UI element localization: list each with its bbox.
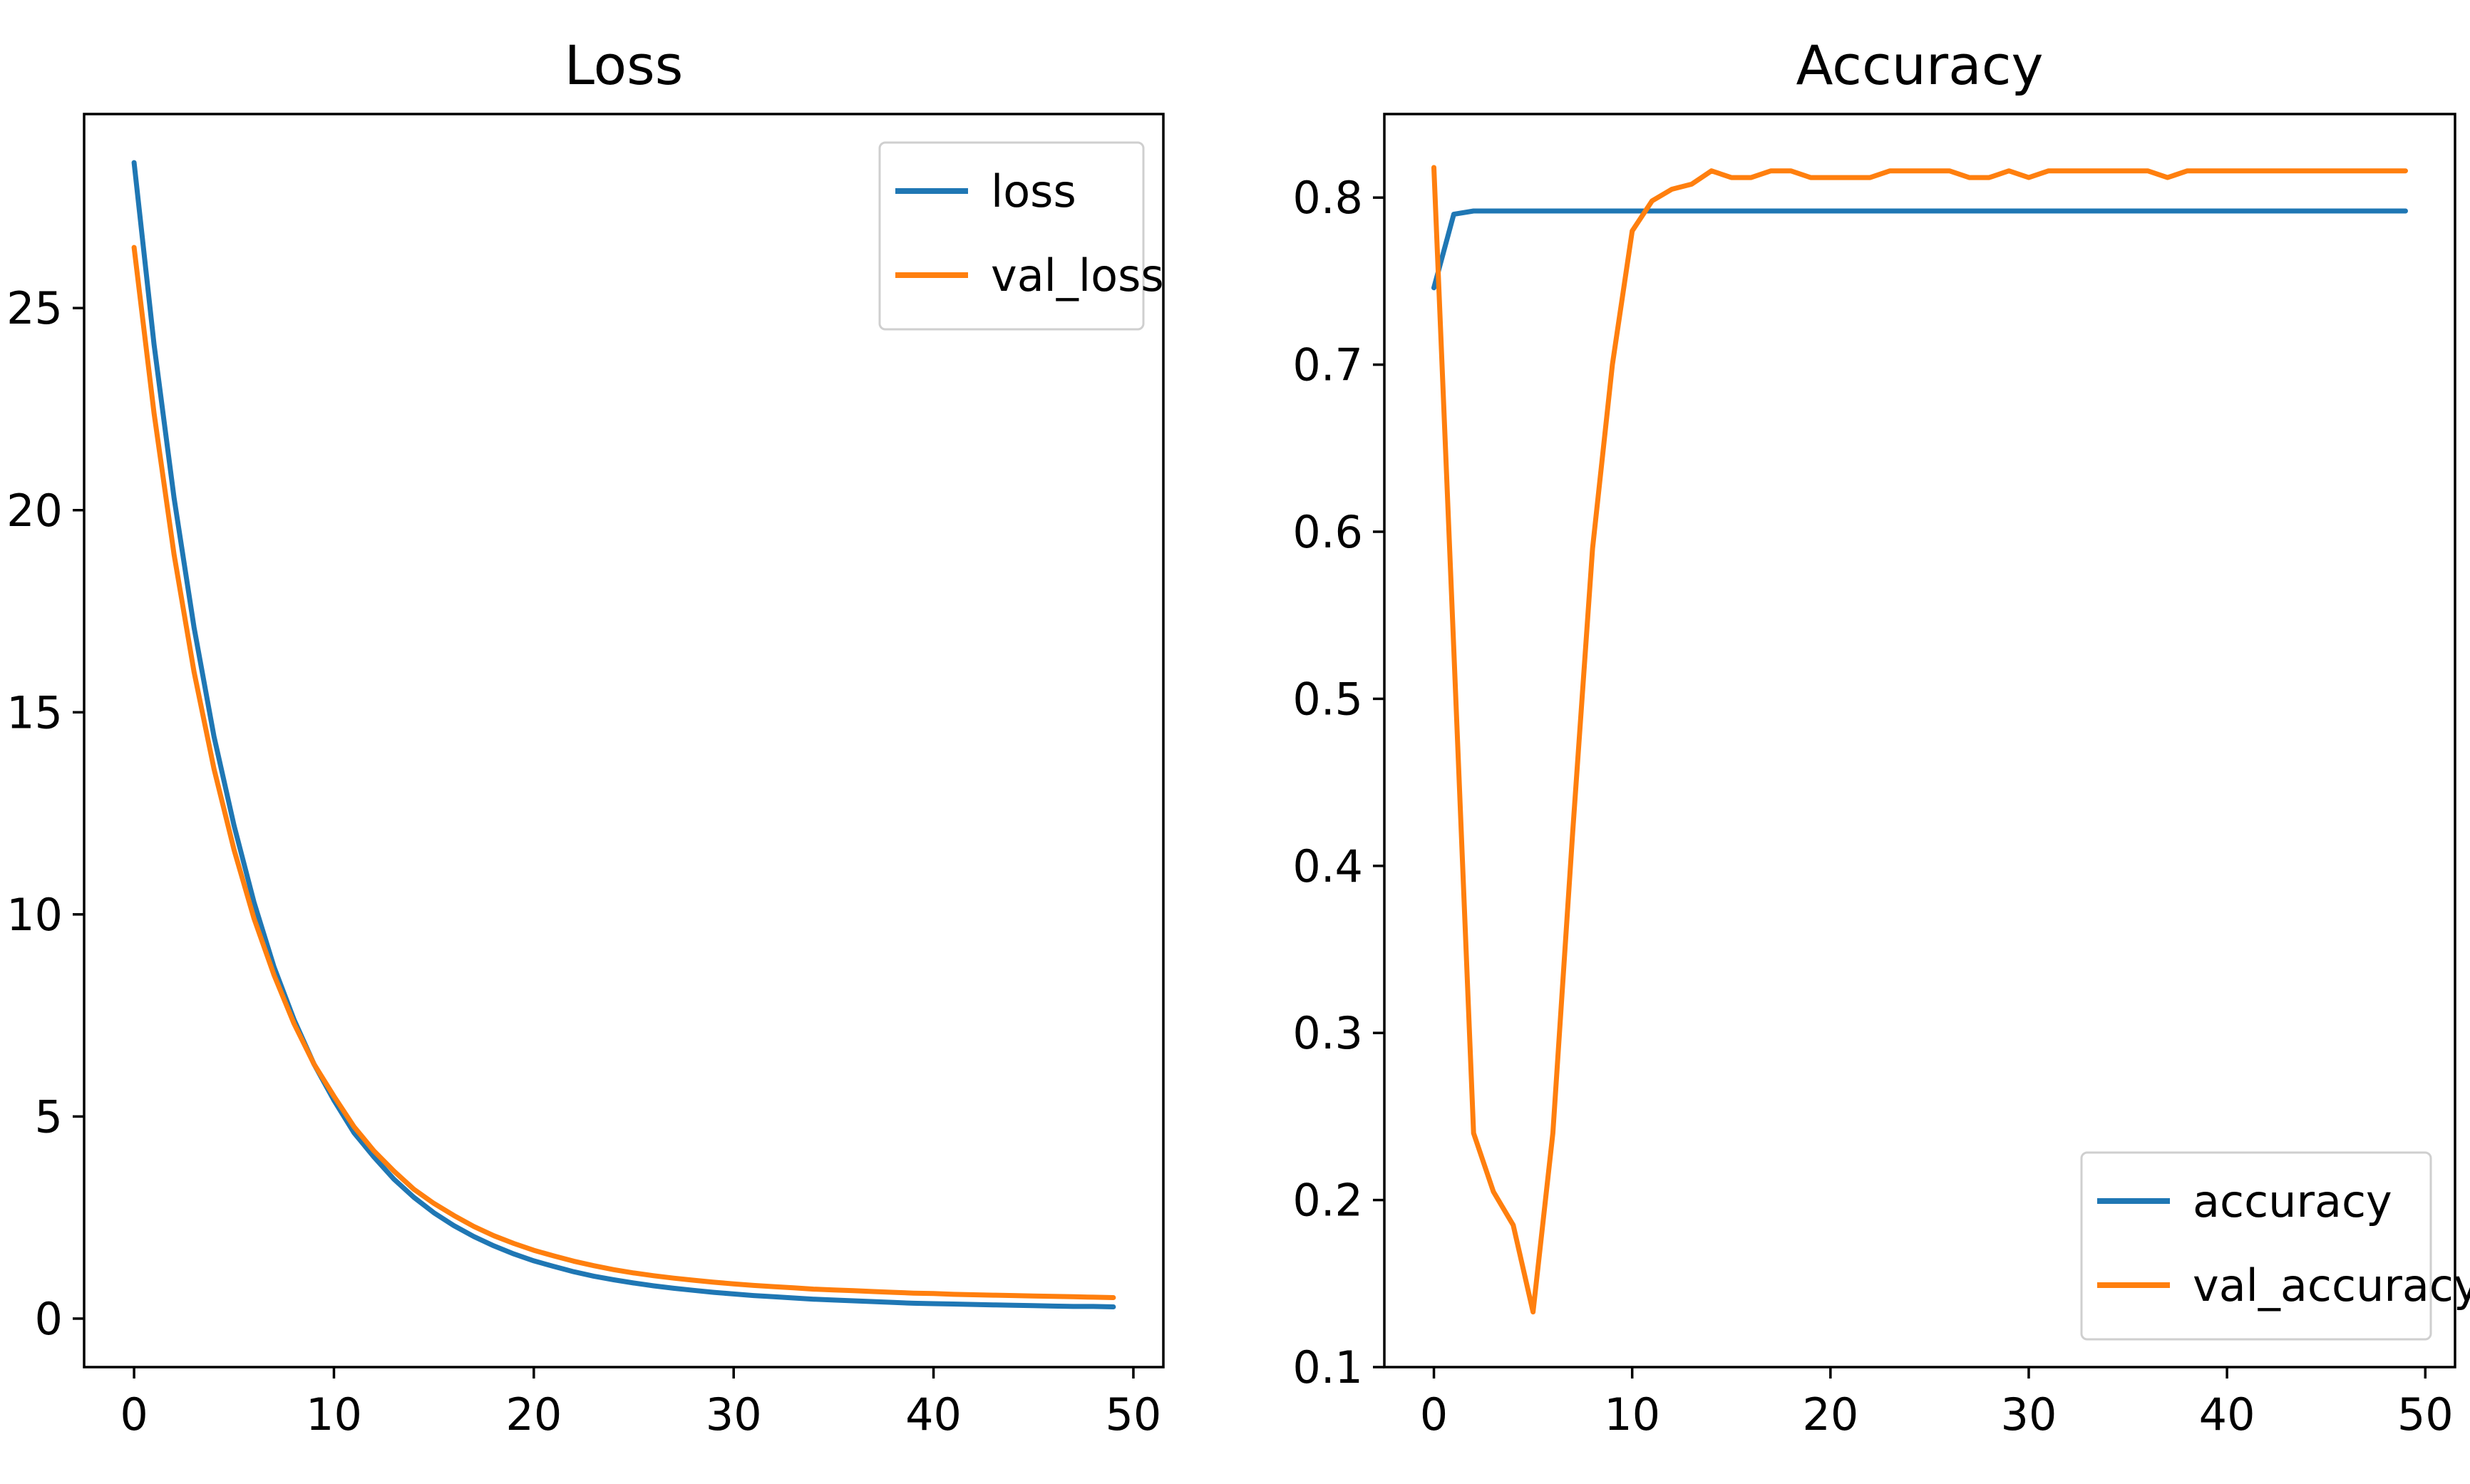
y-tick-label: 0.1 [1292, 1341, 1363, 1393]
x-tick-label: 20 [505, 1388, 562, 1441]
y-tick-label: 10 [6, 889, 63, 941]
y-tick-label: 20 [6, 485, 63, 537]
series-line-accuracy [1431, 208, 2408, 291]
y-tick-label: 0.2 [1292, 1175, 1363, 1227]
y-tick-label: 0.7 [1292, 339, 1363, 391]
series-line-val-loss [131, 244, 1116, 1300]
series-line-val-accuracy [1431, 165, 2408, 1315]
accuracy-chart: Accuracy 0 10 20 30 40 50 0.1 0.2 0.3 0.4 0.5 0.6 0.7… [1292, 34, 2470, 1441]
accuracy-legend: accuracy val_accuracy [2080, 1151, 2470, 1341]
legend-label-loss: loss [991, 165, 1076, 217]
accuracy-chart-title: Accuracy [1796, 34, 2044, 97]
y-tick-label: 5 [35, 1091, 63, 1143]
loss-chart: Loss 0 10 20 30 40 50 0 5 10 15 20 25 loss val_loss [6, 34, 1165, 1441]
x-tick-label: 10 [1604, 1388, 1660, 1441]
legend-label-val-loss: val_loss [991, 249, 1164, 302]
x-tick-label: 30 [706, 1388, 762, 1441]
y-tick-label: 0 [35, 1293, 63, 1345]
y-tick-label: 15 [6, 686, 63, 738]
y-tick-label: 0.5 [1292, 673, 1363, 725]
legend-label-accuracy: accuracy [2193, 1175, 2392, 1227]
x-tick-label: 10 [306, 1388, 362, 1441]
y-tick-label: 0.4 [1292, 840, 1363, 892]
loss-axes-frame [83, 113, 1165, 1369]
x-tick-label: 40 [905, 1388, 962, 1441]
y-tick-label: 0.8 [1292, 172, 1363, 224]
x-tick-label: 40 [2199, 1388, 2255, 1441]
loss-legend: loss val_loss [878, 141, 1164, 331]
x-tick-label: 50 [2397, 1388, 2454, 1441]
y-tick-label: 0.6 [1292, 506, 1363, 558]
x-tick-label: 0 [120, 1388, 148, 1441]
x-tick-label: 50 [1105, 1388, 1161, 1441]
legend-label-val-accuracy: val_accuracy [2193, 1259, 2470, 1312]
series-line-loss [131, 160, 1116, 1309]
accuracy-axes-frame [1383, 113, 2456, 1369]
x-tick-label: 30 [2001, 1388, 2057, 1441]
y-tick-label: 25 [6, 282, 63, 334]
x-tick-label: 0 [1420, 1388, 1448, 1441]
loss-chart-title: Loss [565, 34, 684, 97]
x-tick-label: 20 [1802, 1388, 1858, 1441]
y-tick-label: 0.3 [1292, 1007, 1363, 1059]
